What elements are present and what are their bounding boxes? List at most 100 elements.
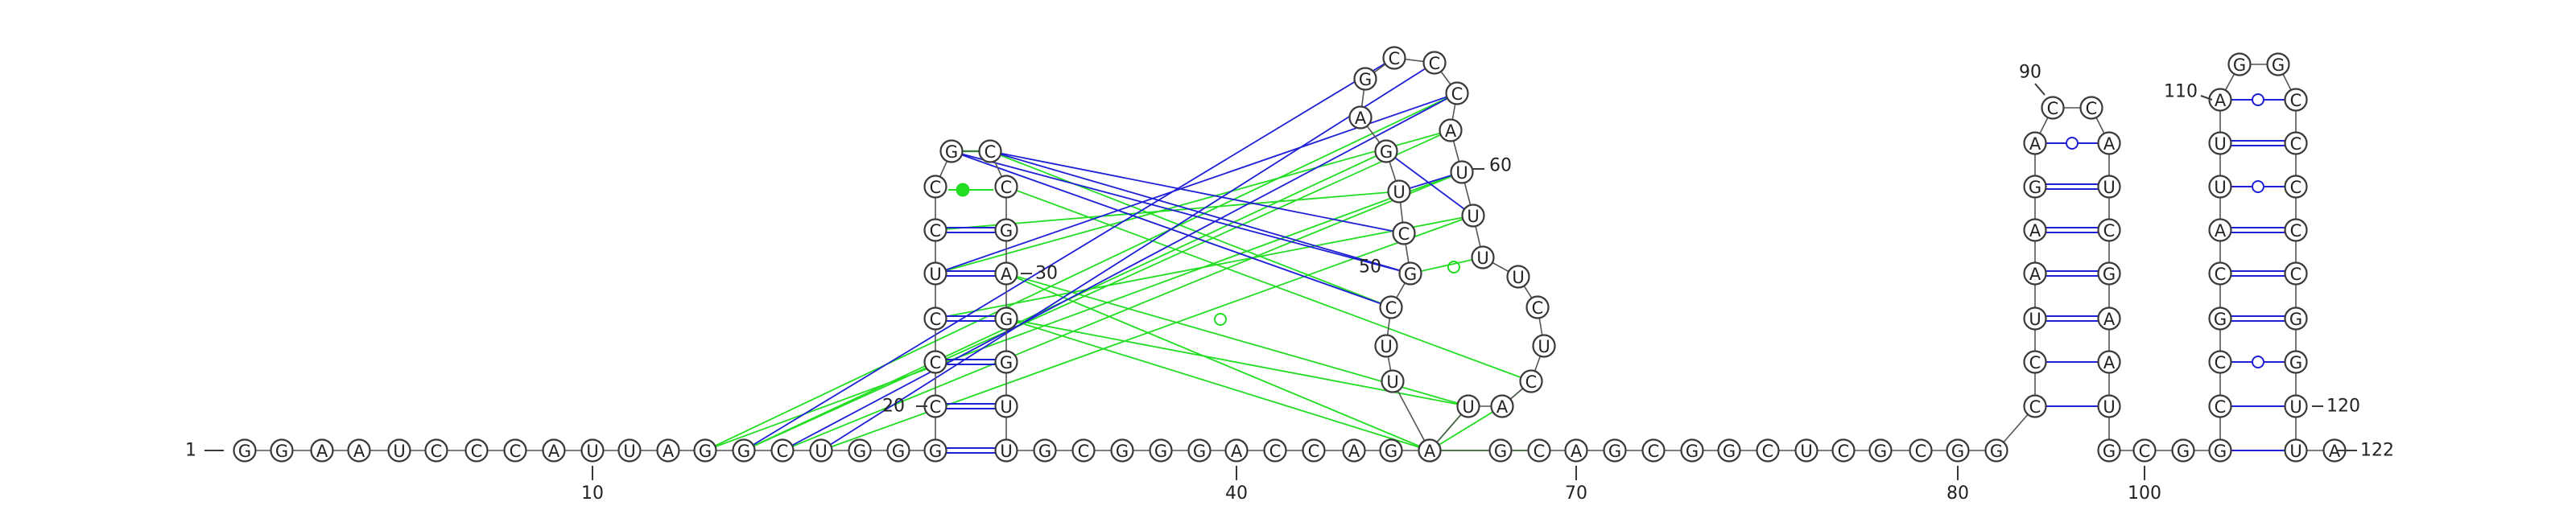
nucleotide-circle — [1532, 334, 1556, 358]
nucleotide-81: G — [1946, 438, 1970, 463]
nucleotide-circle — [1794, 438, 1818, 463]
nucleotide-56: C — [1422, 51, 1447, 75]
interaction-15-57 — [782, 93, 1458, 451]
interaction-13-57 — [704, 93, 1458, 451]
nucleotide-112: G — [2266, 52, 2290, 76]
nucleotide-82: G — [1984, 438, 2008, 463]
nucleotide-letter: U — [1386, 372, 1398, 392]
nucleotide-letter: G — [275, 442, 288, 461]
nucleotide-circle — [1461, 204, 1485, 228]
nucleotide-22: C — [923, 306, 947, 331]
nucleotide-letter: A — [1424, 442, 1436, 461]
nucleotide-114: C — [2284, 131, 2308, 155]
nucleotide-letter: G — [1404, 265, 1417, 284]
stacked-pairs — [935, 93, 2296, 454]
nucleotide-43: A — [1342, 438, 1366, 463]
nucleotide-71: A — [1564, 438, 1588, 463]
label-20: 20 — [882, 397, 905, 417]
nucleotide-68: A — [1418, 438, 1442, 463]
nucleotide-75: G — [1717, 438, 1741, 463]
nucleotide-31: G — [994, 306, 1018, 331]
nucleotide-70: C — [1527, 438, 1551, 463]
nucleotide-23: U — [923, 261, 947, 286]
nucleotide-64: U — [1532, 334, 1556, 358]
nucleotide-letter: C — [2029, 397, 2041, 417]
nucleotide-circle — [1374, 139, 1398, 163]
nucleotide-91: C — [2079, 96, 2103, 120]
nucleotide-circle — [1110, 438, 1134, 463]
nucleotide-circle — [1471, 245, 1495, 269]
nucleotide-circle — [770, 438, 795, 463]
tick-100: 100 — [2128, 483, 2161, 504]
interaction-26-48 — [951, 150, 1392, 308]
nucleotide-116: C — [2284, 218, 2308, 242]
nucleotide-letter: C — [1001, 178, 1013, 197]
nucleotide-letter: G — [853, 442, 866, 461]
nucleotide-107: A — [2208, 218, 2232, 242]
nucleotide-letter: G — [2233, 56, 2246, 75]
interaction-22-60 — [935, 215, 1474, 319]
nucleotide-circle — [1527, 438, 1551, 463]
nucleotide-36: C — [1071, 438, 1096, 463]
nucleotide-78: C — [1831, 438, 1856, 463]
nucleotide-circle — [2284, 131, 2308, 155]
nucleotide-letter: A — [2029, 265, 2041, 284]
nucleotide-letter: A — [1496, 397, 1509, 417]
nucleotide-letter: U — [1000, 442, 1012, 461]
nucleotide-letter: C — [2103, 221, 2116, 241]
nucleotide-circle — [978, 139, 1002, 163]
nucleotide-letter: U — [2214, 134, 2226, 154]
nucleotide-letter: A — [548, 442, 560, 461]
nucleotide-55: C — [1382, 46, 1406, 70]
nucleotide-letter: C — [777, 442, 789, 461]
nucleotide-circle — [1381, 369, 1405, 393]
nucleotide-letter: C — [2290, 178, 2302, 197]
nucleotide-17: G — [848, 438, 872, 463]
nucleotide-circle — [387, 438, 411, 463]
nucleotide-letter: C — [1534, 442, 1546, 461]
nucleotide-letter: U — [1467, 207, 1479, 226]
label-30: 30 — [1035, 264, 1058, 284]
nucleotide-circle — [1342, 438, 1366, 463]
nucleotide-letter: U — [1462, 397, 1474, 417]
nucleotide-72: G — [1603, 438, 1627, 463]
nucleotide-letter: U — [623, 442, 635, 461]
nucleotide-circle — [2284, 306, 2308, 331]
nucleotide-letter: U — [1512, 268, 1524, 287]
nucleotide-circle — [542, 438, 566, 463]
nucleotide-letter: G — [1000, 353, 1013, 372]
nucleotide-letter: G — [1990, 442, 2003, 461]
nucleotide-34: U — [994, 438, 1018, 463]
nucleotide-108: U — [2208, 175, 2232, 199]
nucleotide-letter: G — [1686, 442, 1699, 461]
nucleotide-110: A — [2208, 88, 2232, 112]
nucleotide-letter: G — [1380, 142, 1393, 162]
nucleotide-47: U — [1374, 334, 1398, 358]
nucleotide-letter: U — [586, 442, 598, 461]
base-pair-108-115-wobble-marker — [2252, 180, 2264, 193]
nucleotide-65: C — [1519, 369, 1543, 393]
nucleotide-letter: G — [2272, 56, 2285, 75]
nucleotide-51: U — [1387, 179, 1411, 204]
nucleotide-94: C — [2097, 218, 2121, 242]
nucleotide-circle — [1506, 265, 1530, 289]
nucleotide-circle — [2284, 88, 2308, 112]
interaction-13-59 — [704, 171, 1463, 451]
label-90: 90 — [2019, 63, 2041, 83]
nucleotide-circle — [1519, 369, 1543, 393]
nucleotide-letter: C — [2290, 134, 2302, 154]
nucleotide-104: C — [2208, 350, 2232, 374]
nucleotide-circle — [310, 438, 334, 463]
nucleotide-50: C — [1392, 221, 1416, 245]
nucleotide-letter: G — [1154, 442, 1167, 461]
nucleotide-letter: C — [1838, 442, 1850, 461]
nucleotide-letter: C — [1525, 372, 1538, 392]
nucleotide-circle — [2097, 131, 2121, 155]
interaction-52-60 — [1385, 150, 1474, 216]
nucleotide-circle — [923, 175, 947, 199]
nucleotide-99: G — [2097, 438, 2121, 463]
nucleotide-circle — [1382, 46, 1406, 70]
nucleotide-letter: C — [930, 353, 942, 372]
nucleotide-letter: A — [1355, 109, 1367, 128]
nucleotide-letter: G — [1608, 442, 1621, 461]
